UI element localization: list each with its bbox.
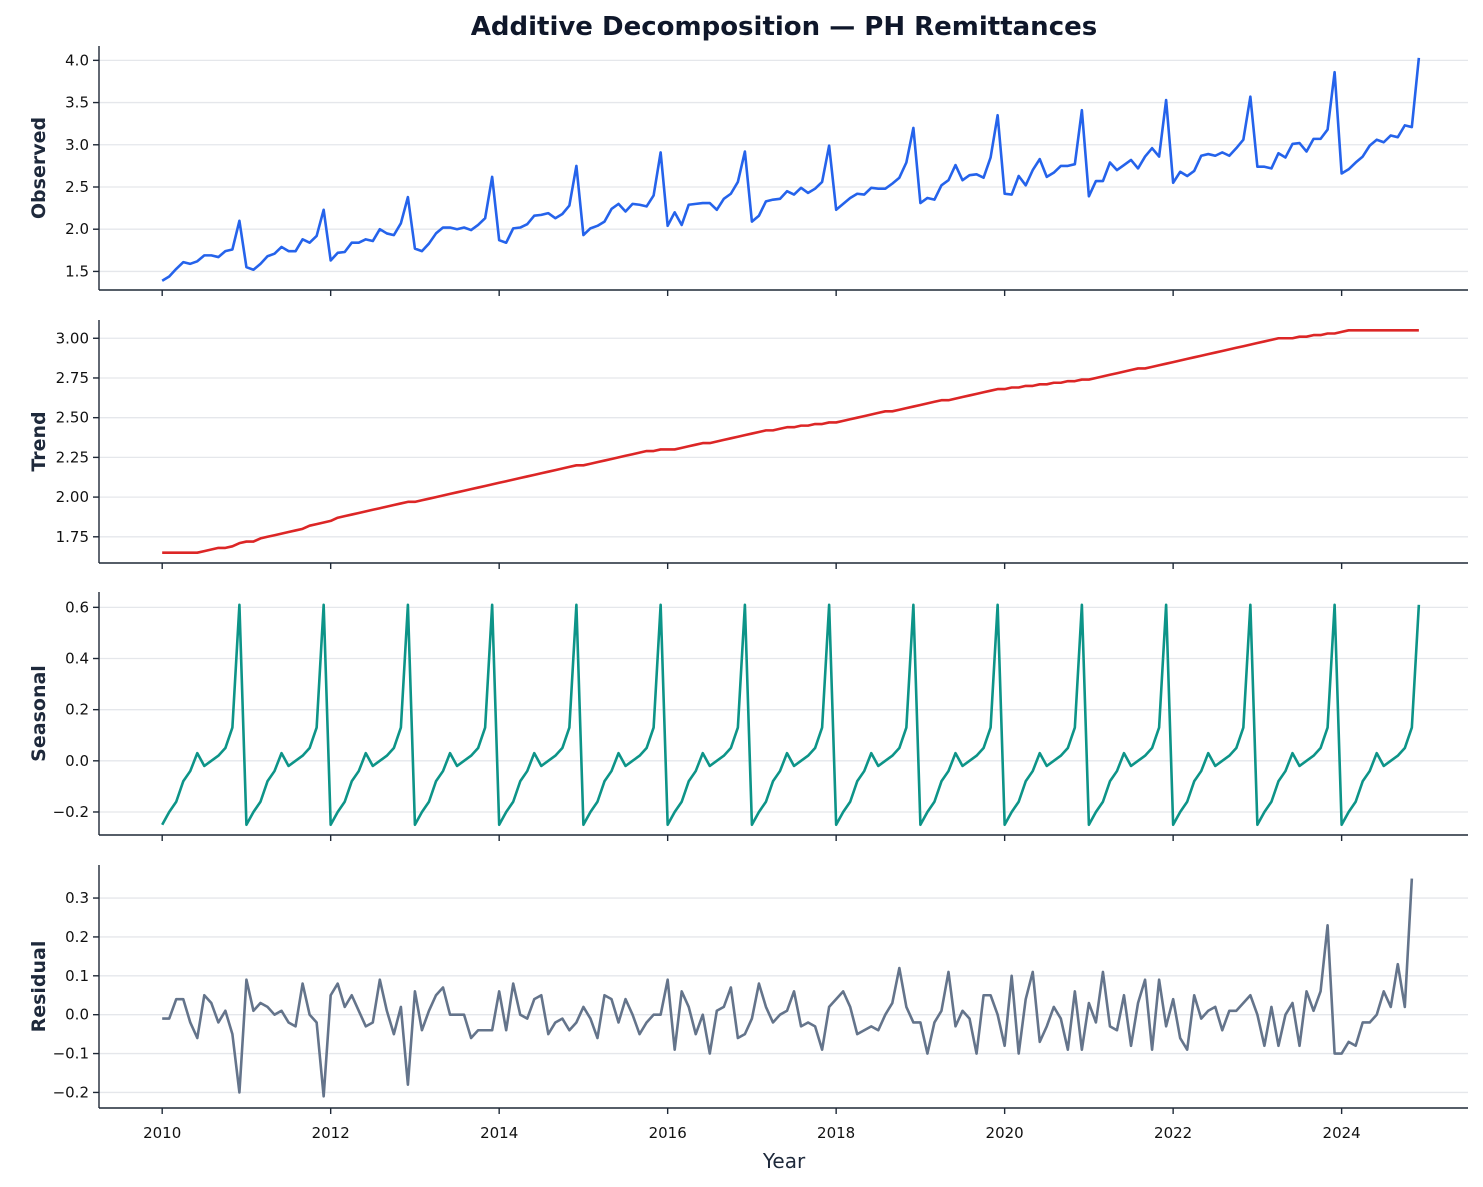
y-tick-label: 0.3 [65, 889, 89, 907]
x-tick-label: 2018 [817, 1124, 855, 1142]
x-tick-label: 2010 [143, 1124, 181, 1142]
y-axis-label: Trend [28, 411, 50, 471]
y-tick-label: 1.75 [56, 528, 89, 546]
y-axis-label: Observed [28, 117, 50, 219]
x-tick-label: 2020 [986, 1124, 1024, 1142]
series-line-observed [161, 57, 1421, 282]
y-tick-label: −0.1 [53, 1045, 89, 1063]
y-tick-label: 2.5 [65, 178, 89, 196]
x-axis-label: Year [762, 1149, 806, 1173]
x-tick-label: 2022 [1154, 1124, 1192, 1142]
series-line-seasonal [161, 603, 1421, 827]
x-tick-label: 2012 [312, 1124, 350, 1142]
y-tick-label: 0.6 [65, 598, 89, 616]
panel-observed: 1.5 2.0 2.5 3.0 3.5 4.0 Observed [28, 46, 1468, 296]
y-tick-label: 2.75 [56, 369, 89, 387]
y-tick-label: 4.0 [65, 51, 89, 69]
y-tick-label: −0.2 [53, 1083, 89, 1101]
y-tick-label: 0.4 [65, 650, 89, 668]
y-axis-label: Seasonal [28, 665, 50, 762]
y-tick-label: 0.2 [65, 701, 89, 719]
y-tick-label: 2.0 [65, 220, 89, 238]
y-tick-label: 0.1 [65, 967, 89, 985]
x-tick-label: 2016 [649, 1124, 687, 1142]
y-tick-label: 0.0 [65, 1006, 89, 1024]
chart-title: Additive Decomposition — PH Remittances [471, 12, 1097, 42]
panel-seasonal: −0.2 0.0 0.2 0.4 0.6 Seasonal [28, 592, 1468, 841]
y-tick-label: 3.0 [65, 136, 89, 154]
y-tick-label: 0.0 [65, 752, 89, 770]
y-axis-label: Residual [28, 941, 50, 1033]
y-tick-label: −0.2 [53, 803, 89, 821]
y-tick-label: 0.2 [65, 928, 89, 946]
y-tick-label: 3.5 [65, 94, 89, 112]
y-tick-label: 2.25 [56, 448, 89, 466]
x-tick-label: 2014 [480, 1124, 518, 1142]
series-line-trend [162, 329, 1419, 554]
panel-residual: −0.2 −0.1 0.0 0.1 0.2 0.3 Residual [28, 865, 1468, 1114]
panel-trend: 1.75 2.00 2.25 2.50 2.75 3.00 Trend [28, 320, 1468, 569]
x-tick-label: 2024 [1323, 1124, 1361, 1142]
y-tick-label: 1.5 [65, 262, 89, 280]
y-tick-label: 3.00 [56, 329, 89, 347]
y-tick-label: 2.50 [56, 409, 89, 427]
series-line-residual [162, 878, 1414, 1098]
y-tick-label: 2.00 [56, 488, 89, 506]
